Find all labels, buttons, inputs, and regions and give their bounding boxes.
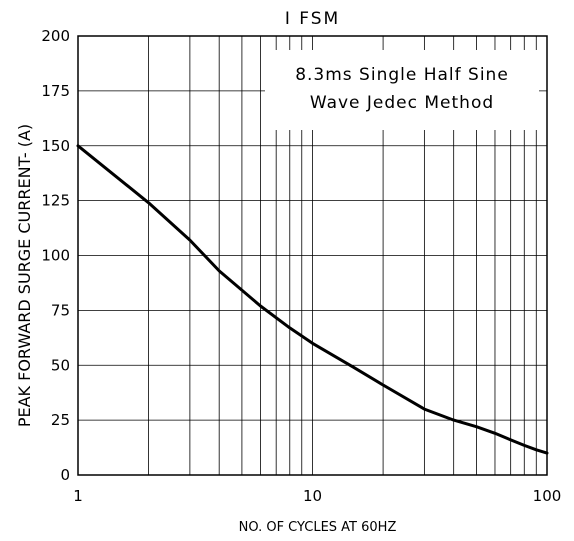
x-axis-title: NO. OF CYCLES AT 60HZ	[239, 520, 397, 535]
series-group	[76, 144, 549, 455]
x-tick-label: 1	[73, 487, 83, 505]
series-line	[76, 144, 549, 455]
y-tick-label: 0	[60, 466, 70, 484]
y-tick-label: 75	[51, 301, 70, 319]
annotation-line-2: Wave Jedec Method	[310, 93, 494, 113]
y-axis-title: PEAK FORWARD SURGE CURRENT- (A)	[15, 124, 34, 427]
plot-frame	[77, 35, 548, 476]
annotation: 8.3ms Single Half Sine Wave Jedec Method	[295, 65, 509, 113]
y-tick-label: 150	[41, 137, 70, 155]
chart-title: I FSM	[285, 9, 340, 29]
y-tick-label: 25	[51, 411, 70, 429]
y-tick-label: 50	[51, 356, 70, 374]
y-tick-label: 175	[41, 82, 70, 100]
y-tick-label: 200	[41, 27, 70, 45]
y-tick-label: 100	[41, 247, 70, 265]
annotation-background	[265, 50, 539, 130]
annotation-line-1: 8.3ms Single Half Sine	[295, 65, 509, 85]
y-tick-label: 125	[41, 192, 70, 210]
x-tick-label: 10	[303, 487, 322, 505]
x-tick-labels: 1 10 100	[73, 487, 561, 505]
x-tick-label: 100	[533, 487, 562, 505]
y-tick-labels: 0 25 50 75 100 125 150 175 200	[41, 27, 70, 484]
